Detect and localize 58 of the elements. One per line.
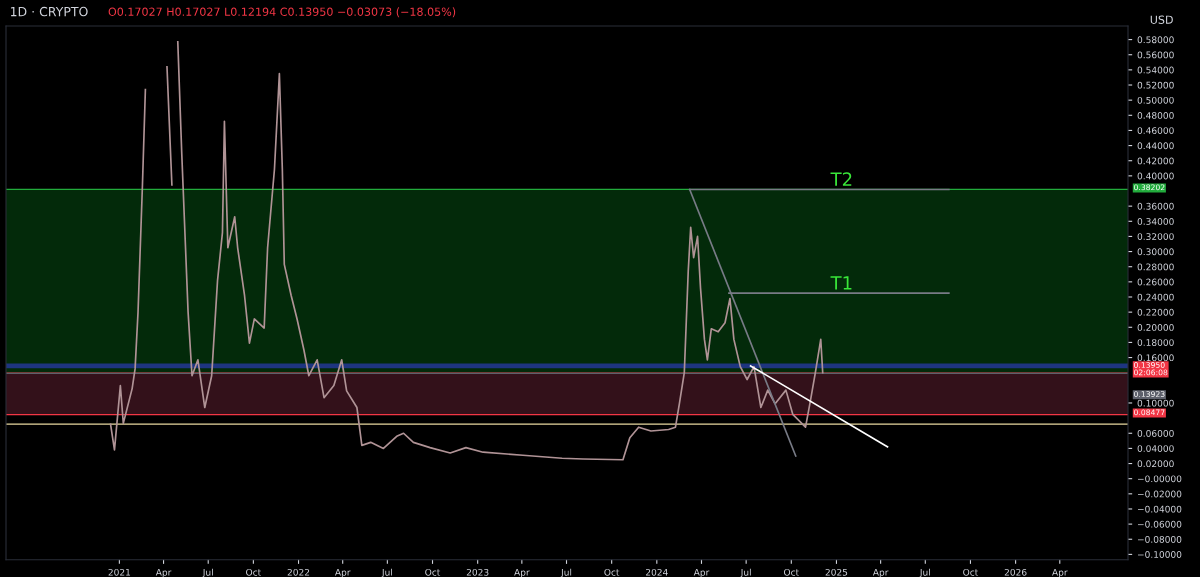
y-tick-label: 0.22000 [1137,308,1174,316]
y-tick-label: 0.52000 [1137,81,1174,89]
y-tick-label: −0.08000 [1137,535,1182,543]
y-tick-label: −0.10000 [1137,551,1182,558]
y-tick-label: 0.34000 [1137,218,1174,225]
x-tick-label: Jul [560,568,572,577]
x-tick-label: Jul [202,568,213,577]
y-tick-label: −0.02000 [1137,490,1182,498]
y-tick-label: 0.50000 [1137,96,1174,104]
y-tick-label: 0.44000 [1137,142,1174,150]
x-tick-label: 2024 [645,568,668,576]
annotation: T2 [830,172,852,186]
y-tick-label: 0.30000 [1137,248,1174,256]
x-tick-label: Jul [919,568,930,577]
x-tick-label: Jul [381,568,392,577]
y-tick-label: 0.28000 [1137,263,1174,271]
y-tick-label: 0.36000 [1137,202,1174,210]
x-tick-label: Apr [514,569,530,577]
x-tick-label: Oct [963,568,979,576]
y-tick-label: 0.04000 [1137,445,1174,452]
y-tick-label: 0.18000 [1137,339,1174,346]
y-tick-label: 0.26000 [1137,278,1174,286]
y-tick-label: 0.40000 [1137,172,1174,180]
y-tick-label: 0.58000 [1137,36,1174,44]
x-tick-label: 2023 [466,568,489,576]
x-tick-label: Oct [784,568,799,576]
x-tick-label: Apr [693,569,710,577]
y-tick-label: −0.06000 [1137,520,1182,528]
y-tick-label: 0.48000 [1137,112,1174,119]
y-tick-label: 0.10000 [1137,399,1174,407]
chart-subtitle: O0.17027 H0.17027 L0.12194 C0.13950 −0.03073 (−18.05%) [108,7,456,18]
x-tick-label: Jul [740,568,751,577]
y-tick-label: 0.46000 [1137,127,1174,134]
y-tick-label: 0.56000 [1137,51,1174,59]
y-tick-label: 0.54000 [1137,66,1174,74]
x-tick-label: Oct [425,568,441,576]
x-tick-label: 2021 [108,568,131,576]
x-tick-label: Apr [872,569,889,577]
x-tick-label: 2022 [287,568,310,576]
y-tick-label: −0.04000 [1137,505,1182,513]
chart-title: 1D · CRYPTO [10,6,88,17]
x-tick-label: Apr [1052,569,1068,577]
y-tick-label: 0.32000 [1137,233,1174,240]
x-tick-label: Apr [155,569,172,577]
x-tick-label: 2025 [825,568,848,576]
y-tick-label: 0.42000 [1137,157,1174,165]
y-tick-label: 0.16000 [1137,354,1174,362]
x-tick-label: Oct [246,568,261,576]
y-tick-label: 0.06000 [1137,429,1174,437]
y-tick-label: −0.00000 [1137,475,1182,483]
x-tick-label: Apr [334,569,351,577]
y-axis-title: USD [1150,15,1173,24]
y-tick-label: 0.20000 [1137,324,1174,331]
x-tick-label: 2026 [1004,568,1027,576]
y-tick-label: 0.02000 [1137,460,1174,468]
y-tick-label: 0.24000 [1137,293,1174,301]
x-tick-label: Oct [604,568,620,576]
annotation: T1 [830,276,852,290]
